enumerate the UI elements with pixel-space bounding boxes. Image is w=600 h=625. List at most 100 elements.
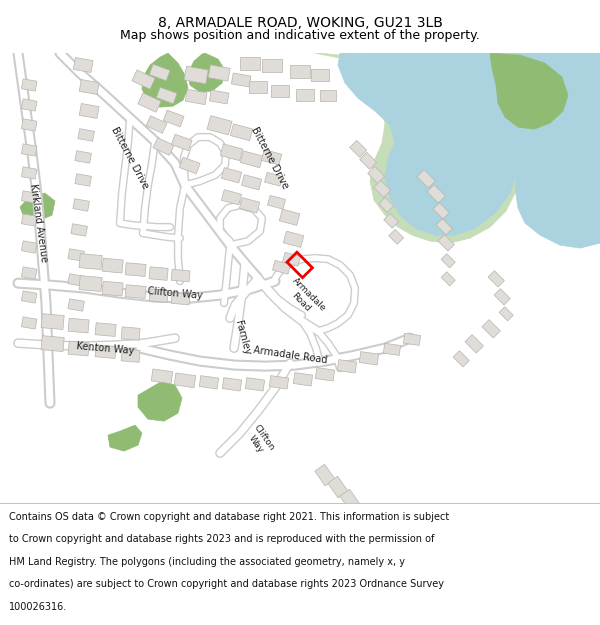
Text: Map shows position and indicative extent of the property.: Map shows position and indicative extent… bbox=[120, 29, 480, 42]
Bar bbox=[22, 119, 37, 131]
Bar bbox=[279, 209, 300, 226]
Text: Kenton Way: Kenton Way bbox=[76, 341, 134, 356]
Bar bbox=[438, 235, 454, 251]
Polygon shape bbox=[138, 381, 182, 421]
Bar bbox=[146, 116, 167, 133]
Polygon shape bbox=[20, 193, 55, 221]
Bar bbox=[320, 89, 336, 101]
Bar bbox=[125, 285, 146, 298]
Bar bbox=[220, 144, 243, 161]
Bar bbox=[337, 359, 356, 373]
Text: Contains OS data © Crown copyright and database right 2021. This information is : Contains OS data © Crown copyright and d… bbox=[9, 512, 449, 522]
Bar bbox=[149, 289, 168, 302]
Bar bbox=[441, 272, 455, 286]
Polygon shape bbox=[490, 53, 568, 129]
Bar bbox=[68, 274, 85, 286]
Bar bbox=[494, 289, 511, 305]
Bar bbox=[102, 281, 123, 296]
Bar bbox=[68, 318, 89, 333]
Bar bbox=[208, 65, 230, 81]
Bar bbox=[379, 198, 394, 212]
Text: 100026316.: 100026316. bbox=[9, 602, 67, 612]
Bar bbox=[121, 349, 140, 362]
Bar bbox=[22, 317, 37, 329]
Bar bbox=[265, 173, 283, 186]
Bar bbox=[149, 64, 170, 81]
Bar bbox=[75, 151, 91, 163]
Bar bbox=[262, 149, 281, 165]
Bar bbox=[132, 70, 155, 89]
Bar bbox=[78, 129, 94, 141]
Bar bbox=[73, 58, 93, 72]
Bar bbox=[22, 79, 37, 91]
Bar bbox=[22, 144, 37, 156]
Bar bbox=[79, 104, 99, 119]
Bar bbox=[209, 90, 229, 104]
Bar bbox=[125, 262, 146, 276]
Bar bbox=[350, 141, 367, 158]
Bar bbox=[153, 138, 174, 156]
Text: Farnley: Farnley bbox=[233, 320, 251, 356]
Bar bbox=[359, 352, 379, 365]
Bar bbox=[174, 373, 196, 388]
Bar bbox=[499, 307, 513, 321]
Bar bbox=[374, 181, 391, 198]
Polygon shape bbox=[315, 53, 518, 243]
Bar bbox=[230, 124, 253, 141]
Bar bbox=[184, 66, 208, 84]
Bar bbox=[75, 174, 91, 186]
Bar bbox=[22, 267, 37, 279]
Bar bbox=[296, 89, 314, 101]
Bar bbox=[221, 189, 242, 205]
Text: Bitterne Drive: Bitterne Drive bbox=[250, 126, 290, 191]
Bar bbox=[283, 231, 304, 248]
Bar bbox=[383, 343, 401, 356]
Bar bbox=[241, 174, 262, 190]
Text: Kirkland Avenue: Kirkland Avenue bbox=[28, 183, 49, 263]
Bar bbox=[241, 151, 263, 168]
Bar bbox=[384, 213, 398, 228]
Text: HM Land Registry. The polygons (including the associated geometry, namely x, y: HM Land Registry. The polygons (includin… bbox=[9, 557, 405, 567]
Bar bbox=[433, 202, 449, 219]
Text: co-ordinates) are subject to Crown copyright and database rights 2023 Ordnance S: co-ordinates) are subject to Crown copyr… bbox=[9, 579, 444, 589]
Bar bbox=[185, 89, 207, 104]
Polygon shape bbox=[142, 53, 188, 107]
Text: Clifton Way: Clifton Way bbox=[147, 286, 203, 301]
Bar bbox=[95, 345, 116, 358]
Bar bbox=[311, 69, 329, 81]
Bar bbox=[222, 378, 242, 391]
Bar bbox=[79, 79, 99, 94]
Bar bbox=[368, 166, 385, 183]
Bar bbox=[328, 476, 348, 498]
Bar bbox=[488, 271, 505, 287]
Bar bbox=[151, 369, 173, 384]
Bar bbox=[79, 254, 102, 269]
Bar bbox=[417, 169, 436, 188]
Bar bbox=[22, 291, 37, 303]
Bar bbox=[79, 276, 102, 291]
Bar bbox=[245, 378, 265, 391]
Bar bbox=[283, 253, 301, 266]
Bar bbox=[171, 292, 190, 305]
Text: to Crown copyright and database rights 2023 and is reproduced with the permissio: to Crown copyright and database rights 2… bbox=[9, 534, 434, 544]
Polygon shape bbox=[340, 53, 600, 248]
Bar bbox=[340, 489, 360, 511]
Bar bbox=[22, 167, 37, 179]
Bar bbox=[290, 64, 310, 78]
Text: Armadale Road: Armadale Road bbox=[253, 345, 328, 365]
Bar bbox=[441, 254, 455, 268]
Bar bbox=[95, 322, 116, 336]
Bar bbox=[315, 464, 335, 486]
Bar bbox=[22, 99, 37, 111]
Bar bbox=[68, 249, 85, 261]
Text: 8, ARMADALE ROAD, WOKING, GU21 3LB: 8, ARMADALE ROAD, WOKING, GU21 3LB bbox=[158, 16, 442, 30]
Bar bbox=[315, 368, 335, 381]
Bar bbox=[271, 85, 289, 97]
Bar bbox=[427, 184, 445, 203]
Bar bbox=[272, 261, 290, 274]
Bar bbox=[293, 372, 313, 386]
Bar bbox=[482, 319, 500, 338]
Bar bbox=[239, 198, 260, 213]
Bar bbox=[121, 327, 140, 341]
Bar bbox=[389, 229, 404, 244]
